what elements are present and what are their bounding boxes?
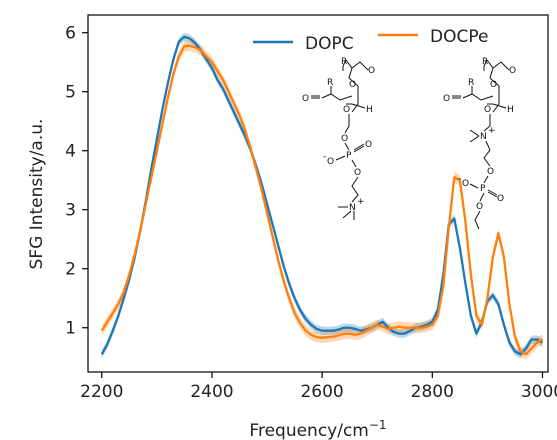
y-tick-label: 6 xyxy=(65,24,76,44)
dopc-o-minus-bond xyxy=(335,155,346,161)
x-tick-label: 2600 xyxy=(300,382,343,402)
dopc-carbonyl-double xyxy=(311,95,320,99)
x-axis-label: Frequency/cm−1 xyxy=(249,418,386,440)
docpe-plus-sign: + xyxy=(488,126,496,136)
dopc-o-carbonyl-top: O xyxy=(368,66,375,76)
dopc-n-label: N xyxy=(349,203,356,213)
docpe-ammonium-chain xyxy=(469,129,491,167)
dopc-choline-chain xyxy=(351,176,359,203)
y-tick-label: 1 xyxy=(65,319,76,339)
y-axis-label: SFG Intensity/a.u. xyxy=(27,119,47,270)
x-tick-label: 2800 xyxy=(411,382,454,402)
dopc-minus-sign: - xyxy=(323,152,326,162)
dopc-glycerol-bonds xyxy=(346,96,359,113)
docpe-glycerol-bonds xyxy=(487,96,500,113)
dopc-op-bond xyxy=(344,142,350,151)
docpe-op-bond xyxy=(483,175,489,184)
dopc-po-bond xyxy=(351,159,357,168)
dopc-o-phos-link: O xyxy=(341,134,348,144)
dopc-r-label: R xyxy=(341,57,347,67)
series-lines xyxy=(100,35,544,356)
dopc-o-double: O xyxy=(365,140,372,150)
docpe-r-label-2: R xyxy=(468,78,474,88)
docpe-r-label: R xyxy=(482,57,488,67)
y-tick-label: 2 xyxy=(65,260,76,280)
y-tick-label: 4 xyxy=(65,142,76,162)
docpe-h-bond xyxy=(492,103,507,109)
docpe-o-minus: O xyxy=(462,179,469,189)
dopc-r-label-2: R xyxy=(327,78,333,88)
docpe-o-double: O xyxy=(497,194,504,204)
dopc-structure-drawing: R O O O R O H O P O O - O N + xyxy=(302,57,375,220)
docpe-mid-bonds xyxy=(462,86,500,101)
y-tick-label: 3 xyxy=(65,201,76,221)
docpe-o-phos-bottom: O xyxy=(476,202,483,212)
dopc-o-ester-top: O xyxy=(349,80,356,90)
dopc-h-label: H xyxy=(366,105,373,115)
docpe-p-label: P xyxy=(480,184,486,194)
docpe-po-bond xyxy=(479,192,485,202)
x-tick-label: 2400 xyxy=(190,382,233,402)
dopc-h-bond xyxy=(351,103,366,109)
dopc-link-bonds xyxy=(344,114,350,134)
docpe-o-phos-link: O xyxy=(487,167,494,177)
docpe-o-carbonyl-left: O xyxy=(443,94,450,104)
docpe-upper-bonds xyxy=(483,59,510,87)
docpe-o-minus-bond xyxy=(469,183,479,189)
y-axis-ticks: 1 2 3 4 5 6 xyxy=(65,24,88,339)
docpe-ethyl-chain xyxy=(474,210,481,230)
x-tick-label: 2200 xyxy=(80,382,123,402)
docpe-carbonyl-double xyxy=(452,95,461,99)
axes xyxy=(87,14,549,373)
docpe-link-bonds xyxy=(483,114,491,132)
docpe-minus-sign: - xyxy=(458,174,461,184)
dopc-plus-sign: + xyxy=(357,197,365,207)
x-axis-ticks: 2200 2400 2600 2800 3000 xyxy=(80,372,557,402)
docpe-o-ester-mid: O xyxy=(484,105,491,115)
dopc-o-minus: O xyxy=(327,157,334,167)
dopc-o-phos-bottom: O xyxy=(354,168,361,178)
docpe-h-label: H xyxy=(507,105,514,115)
series-line-dopc xyxy=(100,35,544,356)
x-tick-label: 3000 xyxy=(521,382,557,402)
docpe-o-ester-top: O xyxy=(490,80,497,90)
dopc-o-ester-mid: O xyxy=(343,105,350,115)
docpe-structure-drawing: R O O O R O H N + O P O - O O xyxy=(443,57,516,230)
docpe-n-label: N xyxy=(480,132,487,142)
dopc-methyl-bonds xyxy=(338,206,355,220)
dopc-p-label: P xyxy=(346,151,352,161)
legend-label-dopc: DOPC xyxy=(305,34,354,54)
series-line-docpe xyxy=(100,44,544,356)
dopc-p-double xyxy=(353,143,365,153)
dopc-mid-bonds xyxy=(321,86,359,101)
legend-label-docpe: DOCPe xyxy=(430,27,488,47)
plot-frame xyxy=(87,14,549,373)
docpe-o-carbonyl-top: O xyxy=(509,66,516,76)
dopc-o-carbonyl-left: O xyxy=(302,94,309,104)
y-tick-label: 5 xyxy=(65,83,76,103)
docpe-p-double xyxy=(487,189,498,198)
dopc-upper-bonds xyxy=(342,59,369,87)
legend: DOPC DOCPe xyxy=(253,27,488,54)
